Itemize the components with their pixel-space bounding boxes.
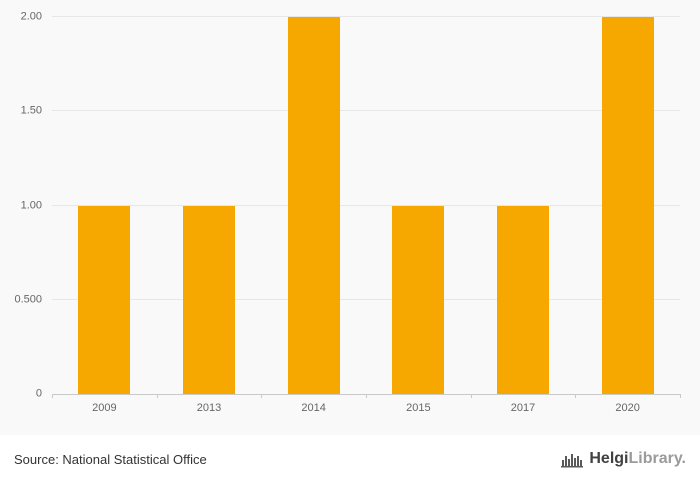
gridline: [52, 16, 680, 17]
y-tick-label: 2.00: [20, 10, 42, 23]
bar: [78, 205, 131, 394]
bar: [287, 17, 340, 394]
helgi-library-logo: HelgiLibrary.: [561, 451, 686, 468]
x-tick-mark: [52, 394, 53, 398]
bar: [601, 17, 654, 394]
plot-area: 0 0.500 1.00 1.50 2.00 2009 2013 2014 2015 2017 20…: [14, 11, 681, 414]
logo-text-library: Library.: [628, 450, 687, 467]
x-tick-mark: [680, 394, 681, 398]
x-tick-mark: [156, 394, 158, 398]
x-tick-mark: [575, 394, 577, 398]
bar: [497, 205, 549, 394]
logo-text: HelgiLibrary.: [589, 451, 686, 467]
bar-chart: 0 0.500 1.00 1.50 2.00 2009 2013 2014 2015 2017 20…: [14, 11, 681, 414]
x-tick-mark: [261, 394, 263, 398]
footer: Source: National Statistical Office Helg…: [0, 435, 700, 483]
bar: [392, 205, 445, 394]
y-tick-label: 1.00: [20, 199, 42, 211]
gridline: [52, 204, 680, 206]
x-tick-label: 2009: [92, 402, 117, 414]
x-tick-mark: [470, 394, 472, 398]
x-tick-label: 2017: [510, 402, 536, 414]
helgi-logo-icon: [561, 453, 584, 467]
gridline: [52, 110, 680, 112]
x-tick-label: 2014: [301, 402, 326, 414]
logo-text-helgi: Helgi: [589, 450, 629, 467]
source-text: Source: National Statistical Office: [14, 451, 207, 467]
x-tick-mark: [366, 394, 367, 398]
x-tick-label: 2020: [615, 402, 640, 414]
y-tick-label: 0.500: [14, 293, 42, 306]
gridline: [52, 298, 680, 300]
x-tick-label: 2013: [196, 402, 222, 414]
y-tick-label: 1.50: [20, 104, 42, 117]
y-tick-label: 0: [35, 387, 42, 400]
bar: [183, 205, 235, 394]
x-tick-label: 2015: [406, 402, 431, 414]
